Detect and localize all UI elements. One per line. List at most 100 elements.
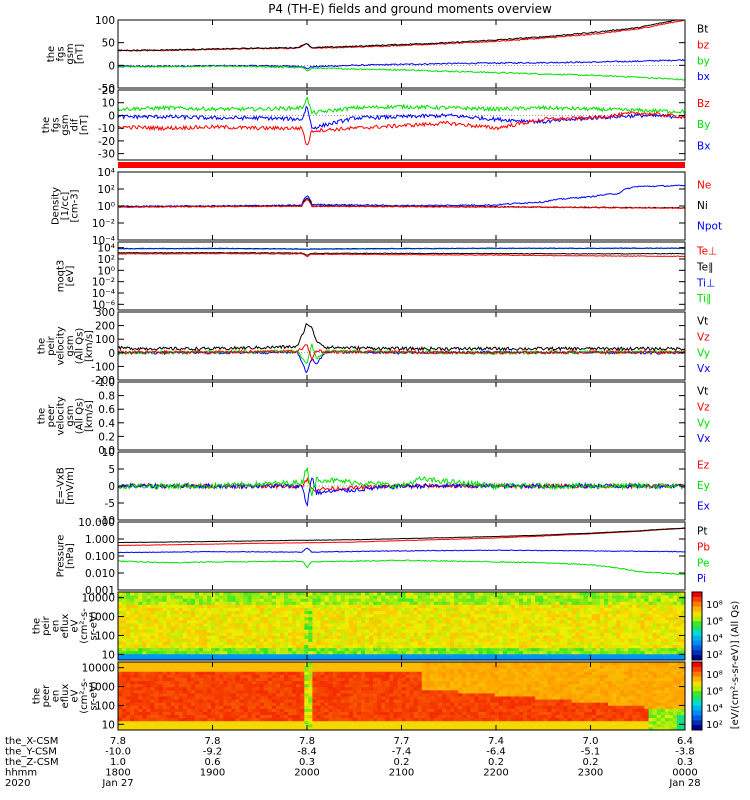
spectrogram-cell (535, 595, 540, 599)
spectrogram-cell (223, 717, 228, 722)
spectrogram-cell (401, 653, 407, 658)
spectrogram-cell (547, 607, 552, 612)
spectrogram-cell (636, 598, 641, 602)
spectrogram-cell (381, 616, 386, 621)
spectrogram-cell (203, 635, 208, 639)
spectrogram-cell (158, 650, 164, 655)
spectrogram-cell (365, 635, 370, 639)
spectrogram-cell (199, 702, 204, 706)
spectrogram-cell (146, 613, 151, 618)
spectrogram-cell (158, 662, 164, 666)
spectrogram-cell (425, 629, 431, 633)
spectrogram-cell (676, 610, 682, 615)
spectrogram-cell (656, 650, 662, 655)
spectrogram-cell (288, 619, 293, 624)
spectrogram-cell (324, 641, 330, 646)
spectrogram-cell (194, 601, 200, 605)
spectrogram-cell (174, 629, 180, 633)
spectrogram-cell (413, 598, 419, 602)
spectrogram-cell (591, 641, 597, 646)
spectrogram-cell (280, 680, 285, 685)
spectrogram-cell (146, 635, 151, 639)
spectrogram-cell (150, 616, 155, 621)
spectrogram-cell (324, 683, 330, 688)
spectrogram-cell (365, 641, 370, 646)
spectrogram-cell (369, 653, 374, 658)
spectrogram-cell (458, 644, 463, 649)
spectrogram-cell (567, 629, 573, 633)
spectrogram-cell (162, 702, 168, 706)
spectrogram-cell (324, 699, 330, 703)
spectrogram-cell (470, 616, 475, 621)
spectrogram-cell (316, 629, 321, 633)
spectrogram-cell (640, 653, 645, 658)
spectrogram-cell (207, 595, 212, 599)
spectrogram-cell (632, 632, 637, 636)
spectrogram-cell (539, 638, 544, 642)
spectrogram-cell (340, 714, 346, 719)
spectrogram-cell (207, 711, 212, 716)
spectrogram-cell (555, 626, 560, 630)
spectrogram-cell (660, 641, 666, 646)
spectrogram-cell (575, 619, 581, 624)
spectrogram-cell (332, 702, 338, 706)
spectrogram-cell (579, 644, 585, 649)
spectrogram-cell (320, 638, 326, 642)
spectrogram-cell (142, 635, 147, 639)
spectrogram-cell (280, 641, 285, 646)
spectrogram-cell (478, 598, 483, 602)
spectrogram-cell (308, 622, 313, 627)
spectrogram-cell (219, 668, 224, 672)
spectrogram-cell (361, 619, 366, 624)
spectrogram-cell (591, 632, 597, 636)
spectrogram-cell (320, 705, 326, 709)
spectrogram-cell (604, 592, 609, 596)
spectrogram-cell (563, 635, 569, 639)
spectrogram-cell (158, 696, 164, 700)
spectrogram-cell (328, 665, 334, 669)
spectrogram-cell (292, 647, 297, 652)
spectrogram-cell (199, 689, 204, 694)
spectrogram-cell (348, 686, 354, 691)
spectrogram-cell (154, 613, 159, 618)
spectrogram-cell (146, 714, 151, 719)
spectrogram-cell (608, 601, 613, 605)
spectrogram-cell (300, 610, 305, 615)
spectrogram-cell (413, 610, 419, 615)
spectrogram-cell (644, 656, 650, 661)
spectrogram-cell (514, 638, 520, 642)
spectrogram-cell (247, 680, 253, 685)
spectrogram-cell (239, 595, 245, 599)
spectrogram-cell (672, 619, 678, 624)
spectrogram-cell (377, 619, 382, 624)
spectrogram-cell (587, 650, 593, 655)
spectrogram-cell (498, 595, 504, 599)
spectrogram-cell (437, 619, 443, 624)
spectrogram-cell (138, 714, 143, 719)
spectrogram-cell (486, 650, 492, 655)
spectrogram-cell (498, 607, 504, 612)
legend-entry-Bz: Bz (697, 98, 710, 110)
spectrogram-cell (442, 613, 447, 618)
spectrogram-cell (247, 726, 253, 731)
spectrogram-cell (292, 616, 297, 621)
spectrogram-cell (385, 717, 390, 722)
spectrogram-cell (223, 656, 228, 661)
spectrogram-cell (320, 723, 326, 728)
spectrogram-cell (231, 604, 236, 608)
spectrogram-cell (664, 613, 670, 618)
spectrogram-cell (361, 689, 366, 694)
spectrogram-cell (340, 610, 346, 615)
spectrogram-cell (373, 689, 378, 694)
spectrogram-cell (676, 619, 682, 624)
spectrogram-cell (555, 647, 560, 652)
spectrogram-cell (527, 644, 532, 649)
spectrogram-cell (130, 644, 135, 649)
colorbar-label: [eV/(cm²-s-sr-eV)] (All Qs) (730, 601, 741, 730)
spectrogram-cell (397, 626, 402, 630)
spectrogram-cell (365, 686, 370, 691)
spectrogram-cell (373, 604, 378, 608)
plot-title: P4 (TH-E) fields and ground moments over… (268, 2, 552, 16)
spectrogram-cell (267, 650, 273, 655)
spectrogram-cell (182, 616, 188, 621)
